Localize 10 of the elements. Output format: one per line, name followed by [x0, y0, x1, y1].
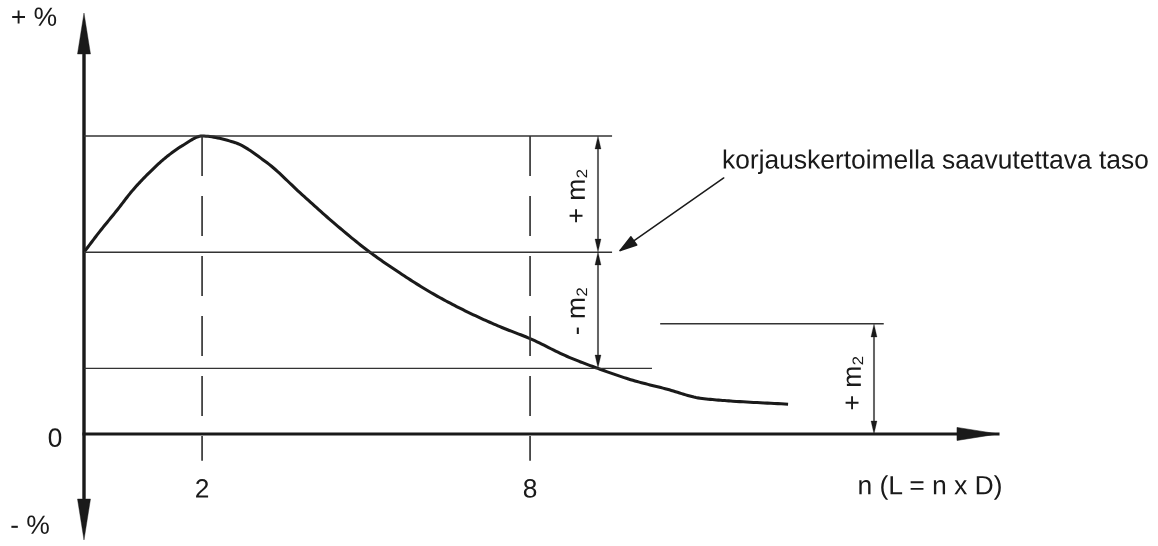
annotation: korjauskertoimella saavutettava taso — [723, 149, 1148, 174]
x-axis-title: n (L = n x D) — [859, 475, 1001, 500]
annotation: + m₂ — [569, 169, 588, 223]
annotation: + m₂ — [845, 356, 864, 410]
annotation: - m₂ — [570, 288, 588, 334]
x-tick-label: 8 — [523, 479, 537, 498]
text: - % — [11, 515, 49, 534]
x-tick-label: 2 — [196, 479, 209, 498]
text: 0 — [48, 428, 62, 448]
text: + % — [12, 7, 57, 26]
